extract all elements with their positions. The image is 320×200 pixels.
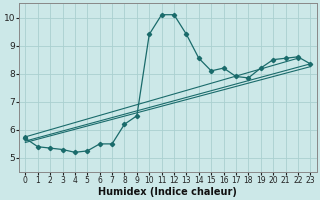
X-axis label: Humidex (Indice chaleur): Humidex (Indice chaleur) [98,187,237,197]
